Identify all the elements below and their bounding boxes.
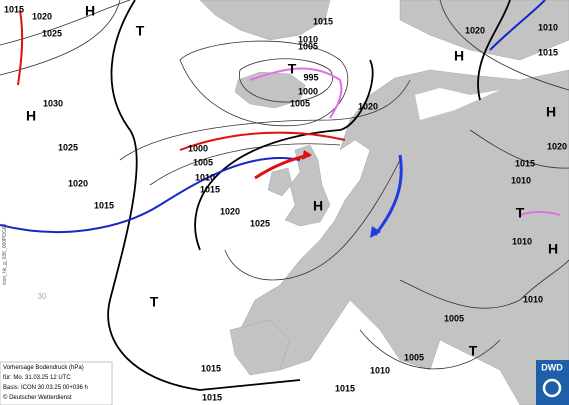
isobar-label: 1005 [404,352,424,362]
isobar-label: 1005 [290,98,310,108]
isobar-label: 1025 [58,142,78,152]
isobar-label: 1020 [32,11,52,21]
pressure-center: T [469,343,478,359]
isobar-label: 1015 [313,16,333,26]
isobar-label: 1025 [42,28,62,38]
isobar-label: 1020 [68,178,88,188]
pressure-center: H [454,48,464,64]
logo: DWD [536,360,569,405]
isobar-label: 1015 [202,392,222,402]
isobar-label: 1020 [465,25,485,35]
isobar-label: 1005 [298,41,318,51]
isobar-label: 1010 [512,236,532,246]
isobar-label: 1015 [538,47,558,57]
info-line: Basis: ICON 30.03.25 00+036 h [3,385,88,391]
pressure-center: T [150,294,159,310]
isobar-label: 1010 [195,172,215,182]
graticule-label: 30 [38,292,47,301]
isobar-label: 1000 [188,143,208,153]
isobar-label: 1005 [193,157,213,167]
side-text: icon_hk_g_036_000PDG69 [2,223,8,285]
isobar-label: 1020 [358,101,378,111]
isobar-label: 1015 [94,200,114,210]
isobar-label: 1010 [370,365,390,375]
isobar-label: 1020 [547,141,567,151]
isobar-label: 1020 [220,206,240,216]
isobar-label: 1030 [43,98,63,108]
isobar-label: 1010 [511,175,531,185]
isobar-label: 1015 [335,383,355,393]
isobar-label: 1015 [515,158,535,168]
isobar-label: 1005 [444,313,464,323]
info-line: © Deutscher Wetterdienst [3,394,72,401]
pressure-center: T [136,23,145,39]
land [199,0,569,405]
logo-text: DWD [541,362,563,372]
pressure-center: H [85,3,95,19]
isobar-label: 995 [303,72,318,82]
isobar-label: 1010 [538,22,558,32]
info-line: für: Mo. 31.03.25 12 UTC [3,375,71,381]
info-line: Vorhersage Bodendruck (hPa) [3,365,84,371]
isobar-label: 1015 [4,4,24,14]
pressure-center: T [516,205,525,221]
pressure-center: H [313,198,323,214]
isobar-label: 1000 [298,86,318,96]
pressure-center: H [26,108,36,124]
isobar-label: 1010 [298,34,318,44]
isobars [0,0,569,391]
pressure-center: H [548,241,558,257]
fronts [0,0,561,238]
pressure-center: H [546,104,556,120]
isobar-label: 1010 [523,294,543,304]
isobar-label: 1015 [201,363,221,373]
isobar-label: 1025 [250,218,270,228]
isobar-label: 1015 [200,184,220,194]
info-box [0,361,113,405]
pressure-center: T [288,61,297,77]
